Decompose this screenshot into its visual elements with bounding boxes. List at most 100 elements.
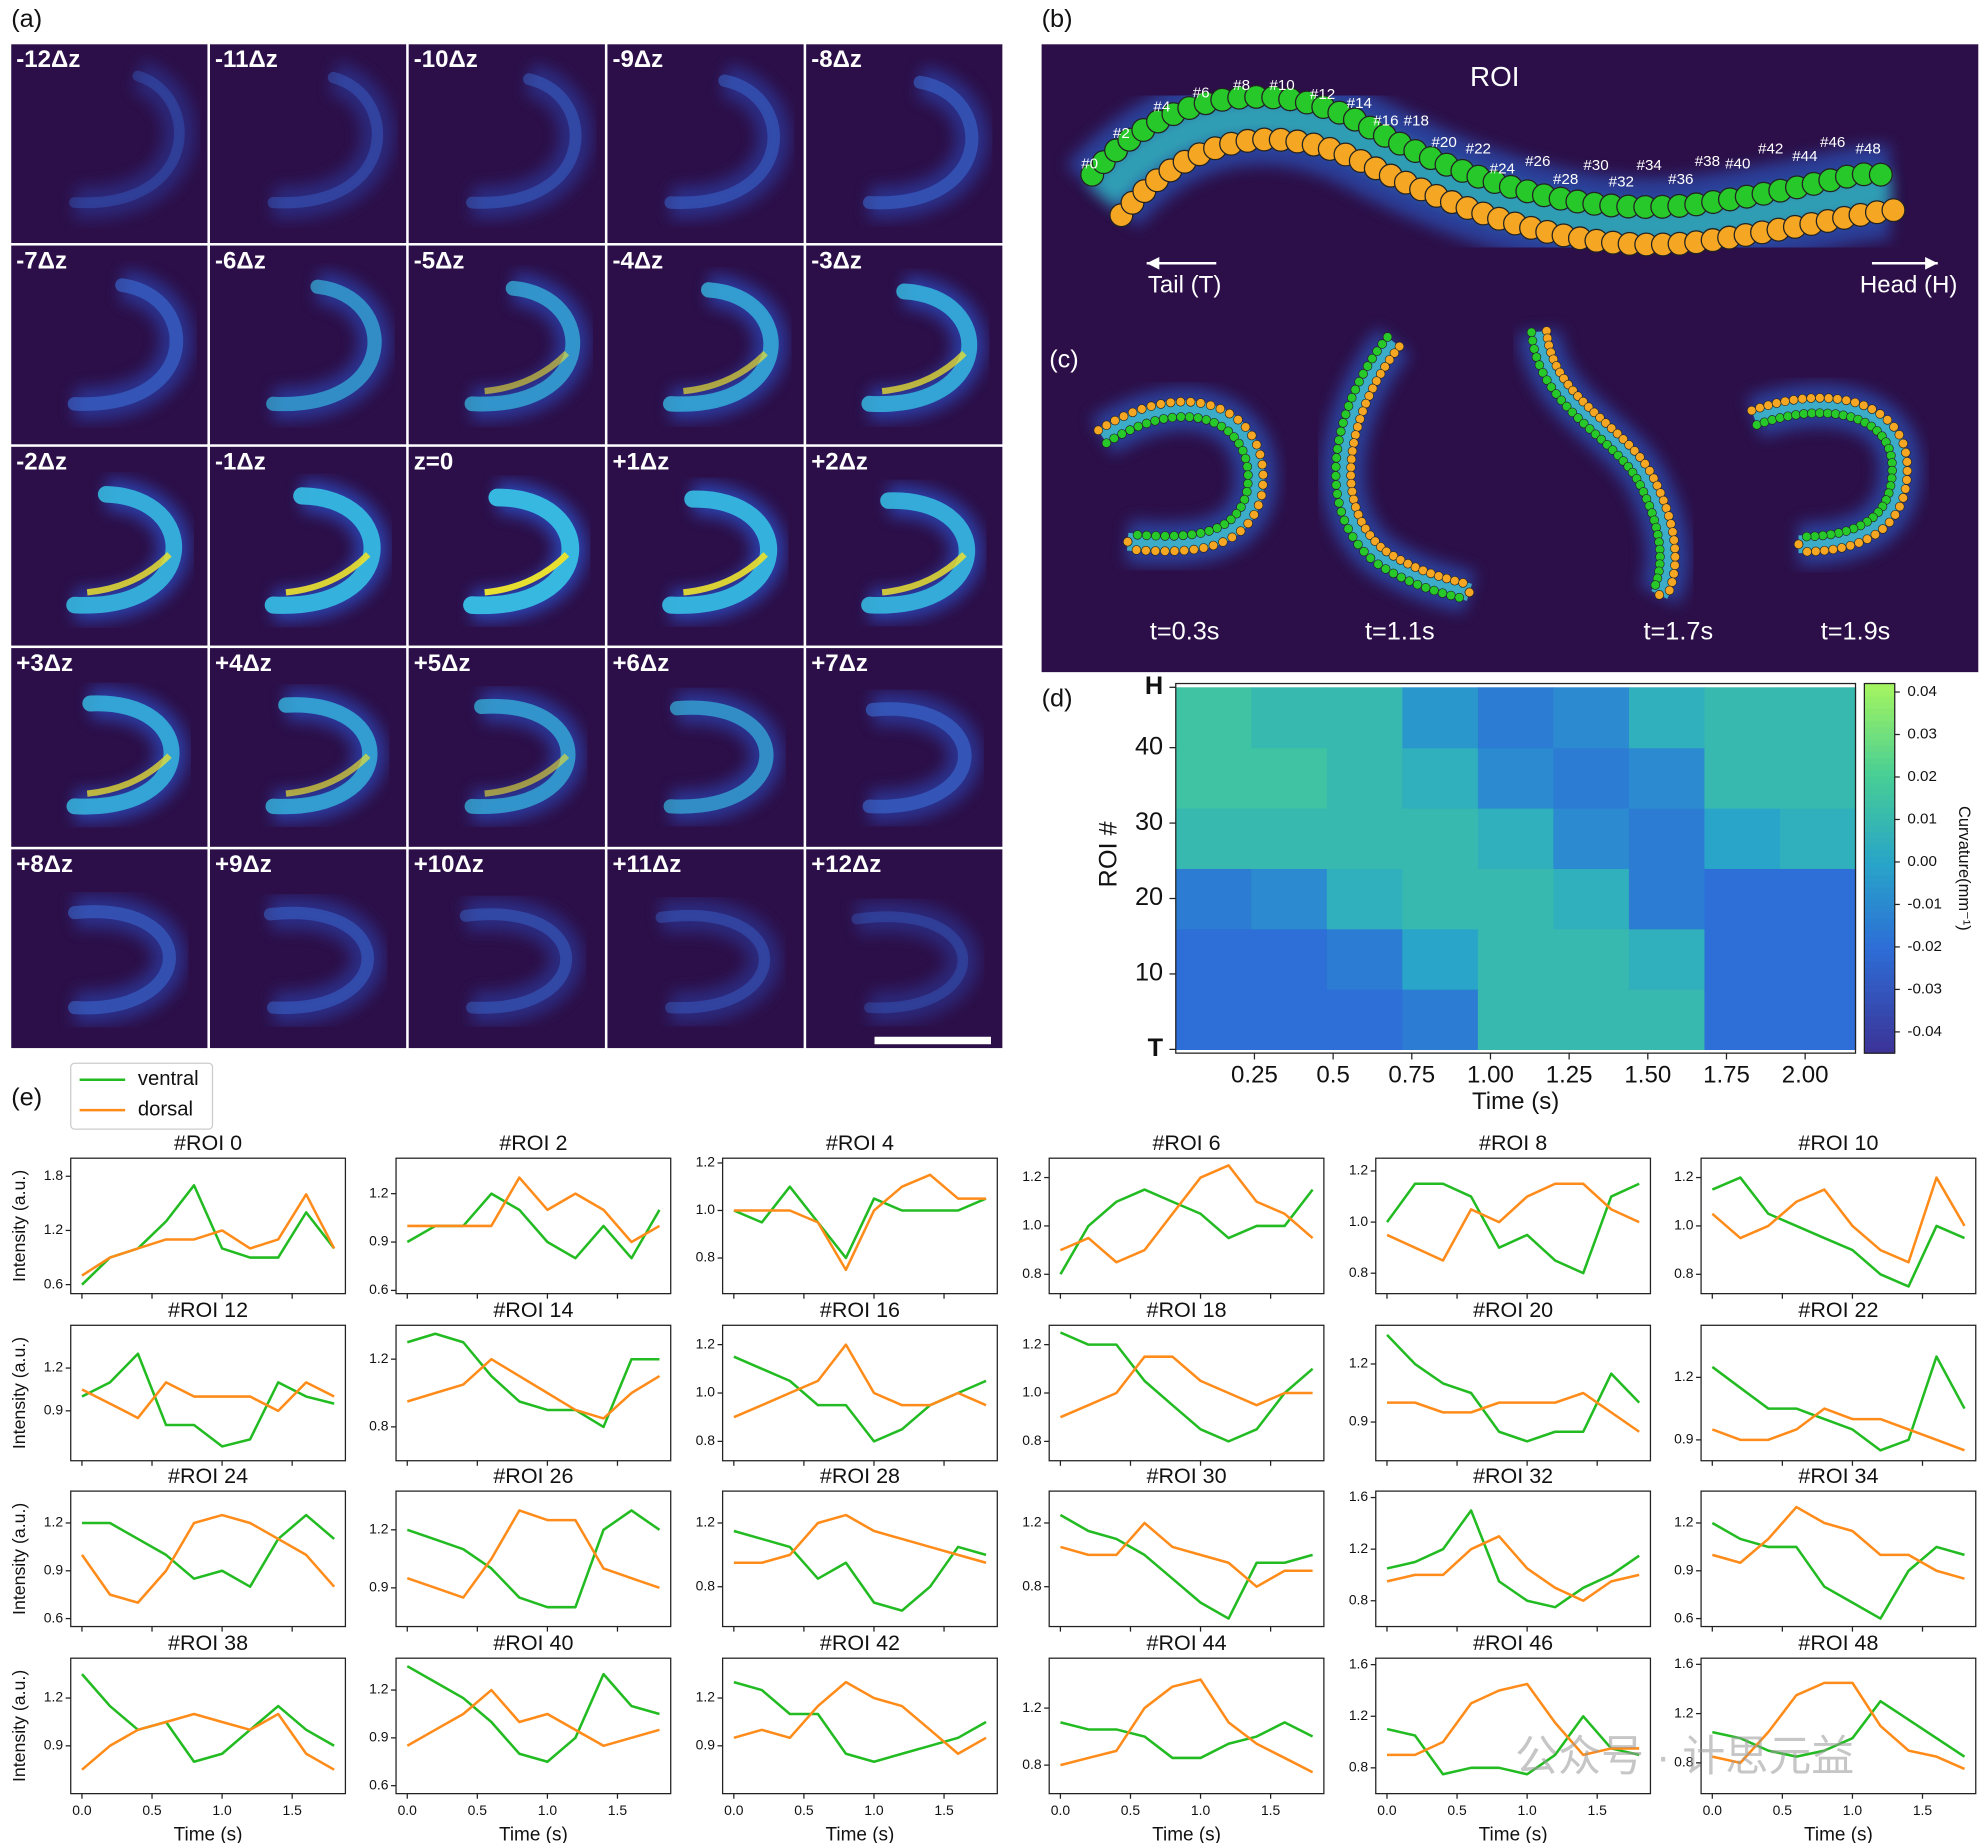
roi-dot xyxy=(1797,394,1808,404)
worm-body xyxy=(66,486,183,614)
roi-label: #12 xyxy=(1310,86,1335,103)
y-tick-label: 1.8 xyxy=(44,1167,64,1183)
colorbar-step xyxy=(1864,806,1895,814)
y-tick-label: 0.6 xyxy=(44,1609,64,1625)
series-line xyxy=(733,1173,987,1272)
series-line xyxy=(81,1673,335,1764)
heat-cell xyxy=(1553,928,1630,990)
series-line xyxy=(1059,1513,1313,1620)
roi-dot xyxy=(1365,553,1376,563)
colorbar-step xyxy=(1864,751,1895,759)
y-tick-label: 1.2 xyxy=(1349,1355,1369,1371)
roi-dot xyxy=(1783,411,1793,421)
worm-body xyxy=(655,910,771,1014)
colorbar-step xyxy=(1864,812,1895,820)
roi-dot xyxy=(1257,459,1268,470)
x-axis-label: Time (s) xyxy=(499,1824,568,1843)
y-tick-label: 0.8 xyxy=(1022,1756,1042,1772)
series-line xyxy=(1059,1331,1314,1443)
heat-cell xyxy=(1628,868,1706,930)
roi-dot xyxy=(1331,462,1341,472)
roi-dot xyxy=(1240,453,1251,464)
roi-dot xyxy=(1156,399,1166,409)
roi-dot xyxy=(1125,425,1135,435)
roi-dot xyxy=(1437,588,1448,598)
y-tick-label: 0.9 xyxy=(696,1737,716,1753)
colorbar-step xyxy=(1864,874,1895,882)
roi-dot xyxy=(1898,438,1908,449)
roi-dot xyxy=(1828,544,1838,555)
colorbar-step xyxy=(1864,1040,1895,1048)
heat-cell xyxy=(1628,989,1706,1051)
roi-dot xyxy=(1253,500,1264,510)
y-tick-label: 1.0 xyxy=(1022,1217,1042,1233)
roi-dot xyxy=(1900,484,1911,494)
roi-dot xyxy=(1331,480,1341,490)
roi-label: #48 xyxy=(1856,140,1881,157)
colorbar-step xyxy=(1864,936,1895,943)
colorbar-step xyxy=(1864,849,1895,857)
colorbar-step xyxy=(1864,708,1895,715)
y-tick-label: 0.8 xyxy=(1674,1265,1694,1281)
y-tick-label: 1.2 xyxy=(696,1154,716,1170)
x-tick-label: 1.0 xyxy=(1843,1802,1863,1818)
slice-tile: -10Δz xyxy=(408,44,605,244)
y-tick-label: 0.8 xyxy=(1349,1264,1369,1280)
slice-tile: -2Δz xyxy=(11,446,208,646)
roi-dot xyxy=(1868,162,1893,187)
roi-dot xyxy=(1242,461,1253,472)
roi-dot xyxy=(1801,531,1812,542)
chart-title: #ROI 28 xyxy=(820,1464,900,1488)
panel-label: (a) xyxy=(11,5,42,33)
x-axis-label: Time (s) xyxy=(1479,1824,1548,1843)
series-line xyxy=(733,1513,987,1565)
slice-label: -8Δz xyxy=(811,46,862,73)
roi-dot xyxy=(1579,418,1589,429)
series-line xyxy=(80,1513,336,1604)
roi-dot xyxy=(1902,457,1912,467)
heat-cell xyxy=(1326,928,1403,990)
colorbar-step xyxy=(1864,1028,1895,1036)
chart-title: #ROI 48 xyxy=(1798,1631,1878,1655)
colorbar-step xyxy=(1864,1022,1895,1030)
roi-dot xyxy=(1332,489,1342,499)
y-tick-label: 0.8 xyxy=(696,1249,716,1265)
roi-dot xyxy=(1612,428,1623,439)
roi-dot xyxy=(1396,572,1407,583)
colorbar-step xyxy=(1864,880,1895,888)
roi-dot xyxy=(1527,335,1538,346)
y-tick-label: 1.0 xyxy=(1022,1384,1042,1400)
worm-core xyxy=(1751,396,1909,554)
slice-label: z=0 xyxy=(414,449,453,476)
slice-tile: +5Δz xyxy=(408,648,605,847)
heat-cell xyxy=(1779,928,1857,990)
roi-dot xyxy=(1669,535,1679,545)
roi-dot xyxy=(1117,429,1127,439)
y-tick-label: 0.8 xyxy=(1349,1591,1369,1607)
series-line xyxy=(406,1665,660,1764)
slice-label: +9Δz xyxy=(215,851,272,878)
roi-dot xyxy=(1131,545,1142,555)
roi-dot xyxy=(1160,546,1170,556)
y-tick-label: H xyxy=(1145,672,1163,700)
colorbar-step xyxy=(1864,948,1895,956)
series-line xyxy=(1386,1182,1640,1275)
y-tick-label: 0.9 xyxy=(369,1579,389,1595)
worm-body xyxy=(464,280,581,412)
roi-dot xyxy=(1381,546,1392,557)
y-tick-label: 1.2 xyxy=(1022,1514,1042,1530)
roi-dot xyxy=(1215,404,1226,414)
worm-body xyxy=(264,487,381,614)
heat-cell xyxy=(1553,807,1630,869)
roi-dot xyxy=(1618,434,1629,444)
roi-label: #6 xyxy=(1193,85,1210,102)
roi-dot xyxy=(1141,530,1152,541)
colorbar-tick-label: 0.04 xyxy=(1907,683,1937,700)
roi-dot xyxy=(1175,396,1186,407)
roi-dot xyxy=(1546,382,1557,392)
series-line xyxy=(1387,1391,1640,1433)
y-tick-label: 0.6 xyxy=(369,1776,389,1792)
roi-dot xyxy=(1234,438,1244,449)
colorbar-step xyxy=(1864,732,1895,740)
roi-dot xyxy=(1343,401,1354,411)
